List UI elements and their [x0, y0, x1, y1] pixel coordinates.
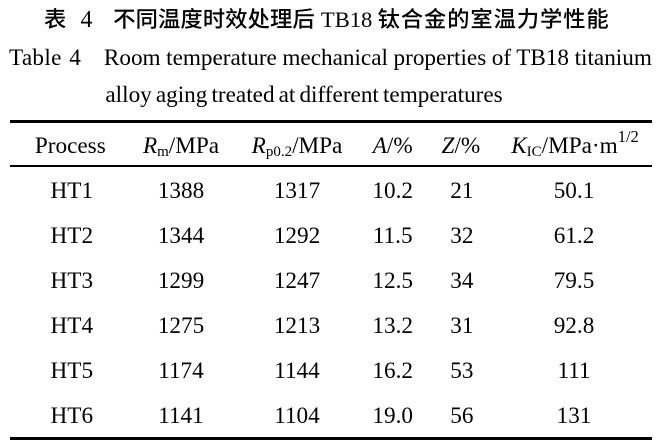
- svg-text:4: 4: [81, 7, 93, 33]
- svg-text:TB18: TB18: [321, 7, 372, 32]
